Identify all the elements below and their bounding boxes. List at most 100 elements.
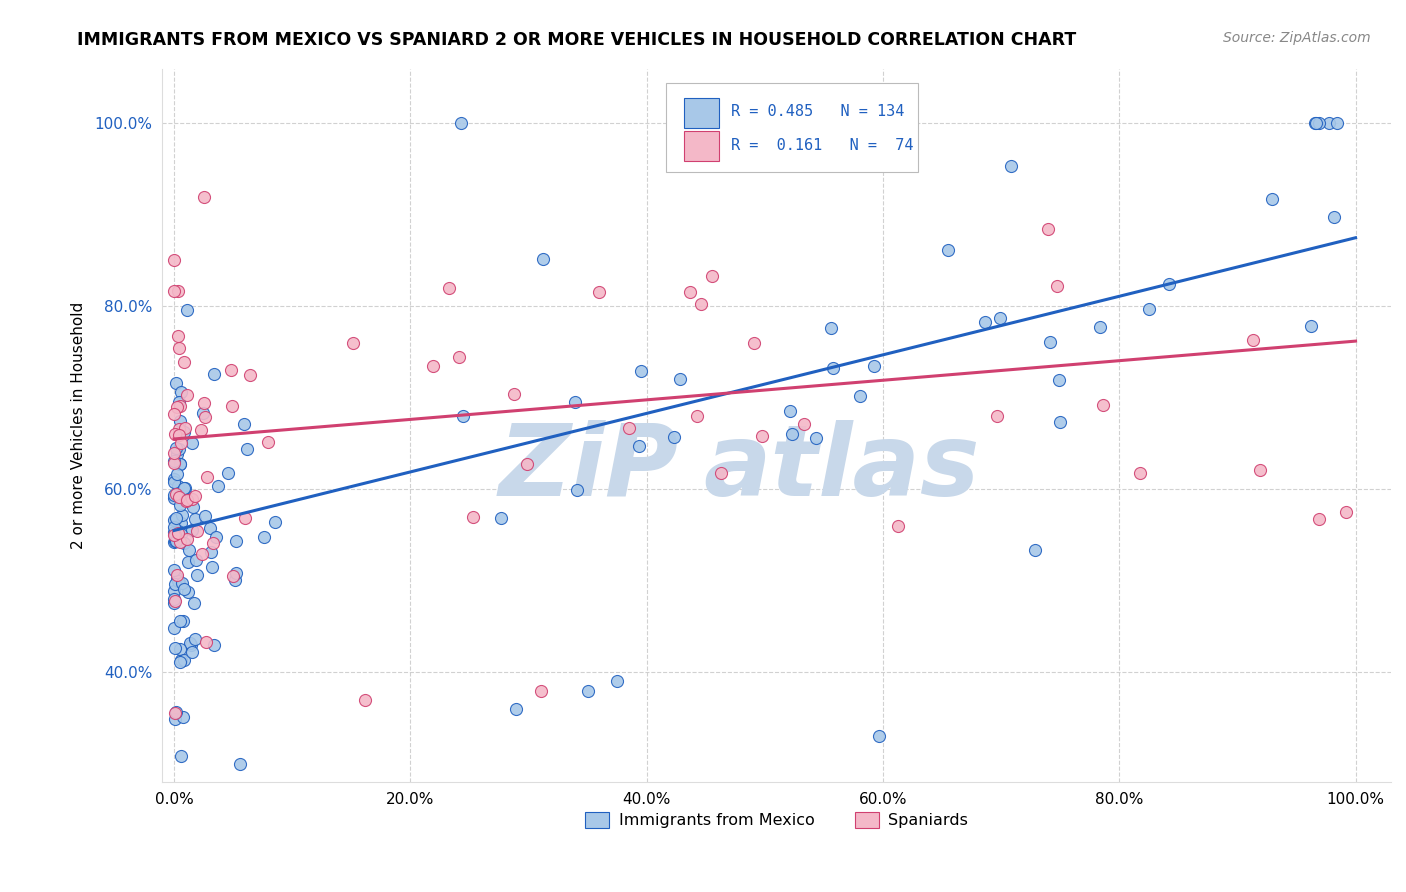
Point: [1260, 192, 1282, 206]
Point: [1308, 116, 1330, 130]
Point: [166, 524, 188, 538]
Point: [1308, 512, 1330, 526]
Point: [165, 487, 187, 501]
Point: [167, 574, 190, 588]
Point: [793, 417, 815, 432]
Point: [447, 351, 470, 365]
Point: [173, 481, 195, 495]
Point: [198, 521, 221, 535]
Point: [170, 527, 193, 541]
Point: [986, 409, 1008, 423]
Point: [257, 434, 280, 449]
Point: [1091, 398, 1114, 412]
Point: [163, 472, 186, 486]
Point: [173, 653, 195, 667]
Point: [163, 706, 186, 721]
Point: [1334, 505, 1357, 519]
Point: [264, 515, 287, 529]
Point: [1305, 116, 1327, 130]
Point: [193, 409, 215, 424]
Text: IMMIGRANTS FROM MEXICO VS SPANIARD 2 OR MORE VEHICLES IN HOUSEHOLD CORRELATION C: IMMIGRANTS FROM MEXICO VS SPANIARD 2 OR …: [77, 31, 1077, 49]
Point: [202, 536, 225, 550]
Point: [169, 490, 191, 504]
Point: [163, 408, 186, 422]
Point: [1305, 116, 1327, 130]
Point: [167, 329, 190, 343]
Point: [1047, 373, 1070, 387]
Point: [1317, 116, 1340, 130]
Point: [1137, 301, 1160, 316]
Point: [530, 683, 553, 698]
Point: [820, 321, 842, 335]
Point: [710, 466, 733, 480]
Point: [1088, 319, 1111, 334]
Point: [163, 641, 186, 656]
Point: [166, 568, 188, 582]
Point: [177, 556, 200, 570]
Point: [678, 285, 700, 299]
Point: [163, 524, 186, 539]
Point: [165, 528, 187, 542]
Point: [1157, 277, 1180, 291]
FancyBboxPatch shape: [666, 83, 918, 172]
Point: [779, 404, 801, 418]
Point: [173, 420, 195, 434]
Point: [576, 683, 599, 698]
Text: R =  0.161   N =  74: R = 0.161 N = 74: [731, 138, 914, 153]
Point: [704, 144, 727, 158]
Point: [170, 749, 193, 764]
Point: [165, 533, 187, 548]
Point: [217, 466, 239, 480]
Point: [170, 436, 193, 450]
Point: [1326, 116, 1348, 130]
Point: [689, 296, 711, 310]
Point: [453, 409, 475, 423]
Point: [686, 409, 709, 424]
Point: [183, 597, 205, 611]
Point: [700, 269, 723, 284]
Point: [662, 430, 685, 444]
Point: [751, 428, 773, 442]
Point: [253, 530, 276, 544]
Point: [619, 421, 641, 435]
Point: [221, 399, 243, 413]
Point: [1249, 463, 1271, 477]
Point: [163, 533, 186, 548]
Point: [461, 509, 484, 524]
Point: [202, 367, 225, 381]
Point: [165, 705, 187, 719]
Point: [177, 584, 200, 599]
Point: [179, 636, 201, 650]
Point: [163, 475, 186, 490]
Text: R = 0.485   N = 134: R = 0.485 N = 134: [731, 103, 904, 119]
Point: [166, 446, 188, 460]
Point: [186, 524, 208, 538]
Point: [163, 593, 186, 607]
Point: [990, 310, 1012, 325]
Point: [588, 285, 610, 299]
Point: [184, 632, 207, 647]
Point: [173, 614, 195, 628]
Point: [565, 483, 588, 497]
Point: [180, 638, 202, 652]
Point: [422, 359, 444, 374]
Point: [894, 116, 917, 130]
Point: [170, 576, 193, 591]
Point: [169, 422, 191, 436]
Point: [1129, 466, 1152, 480]
Point: [174, 494, 197, 508]
Point: [181, 645, 204, 659]
Point: [163, 488, 186, 502]
Point: [630, 364, 652, 378]
Point: [710, 116, 733, 130]
Point: [176, 532, 198, 546]
Point: [163, 528, 186, 542]
Point: [169, 642, 191, 657]
Point: [221, 362, 243, 376]
Point: [886, 519, 908, 533]
Point: [173, 481, 195, 495]
Point: [181, 500, 204, 514]
Point: [564, 395, 586, 409]
Point: [163, 453, 186, 467]
Point: [166, 571, 188, 585]
